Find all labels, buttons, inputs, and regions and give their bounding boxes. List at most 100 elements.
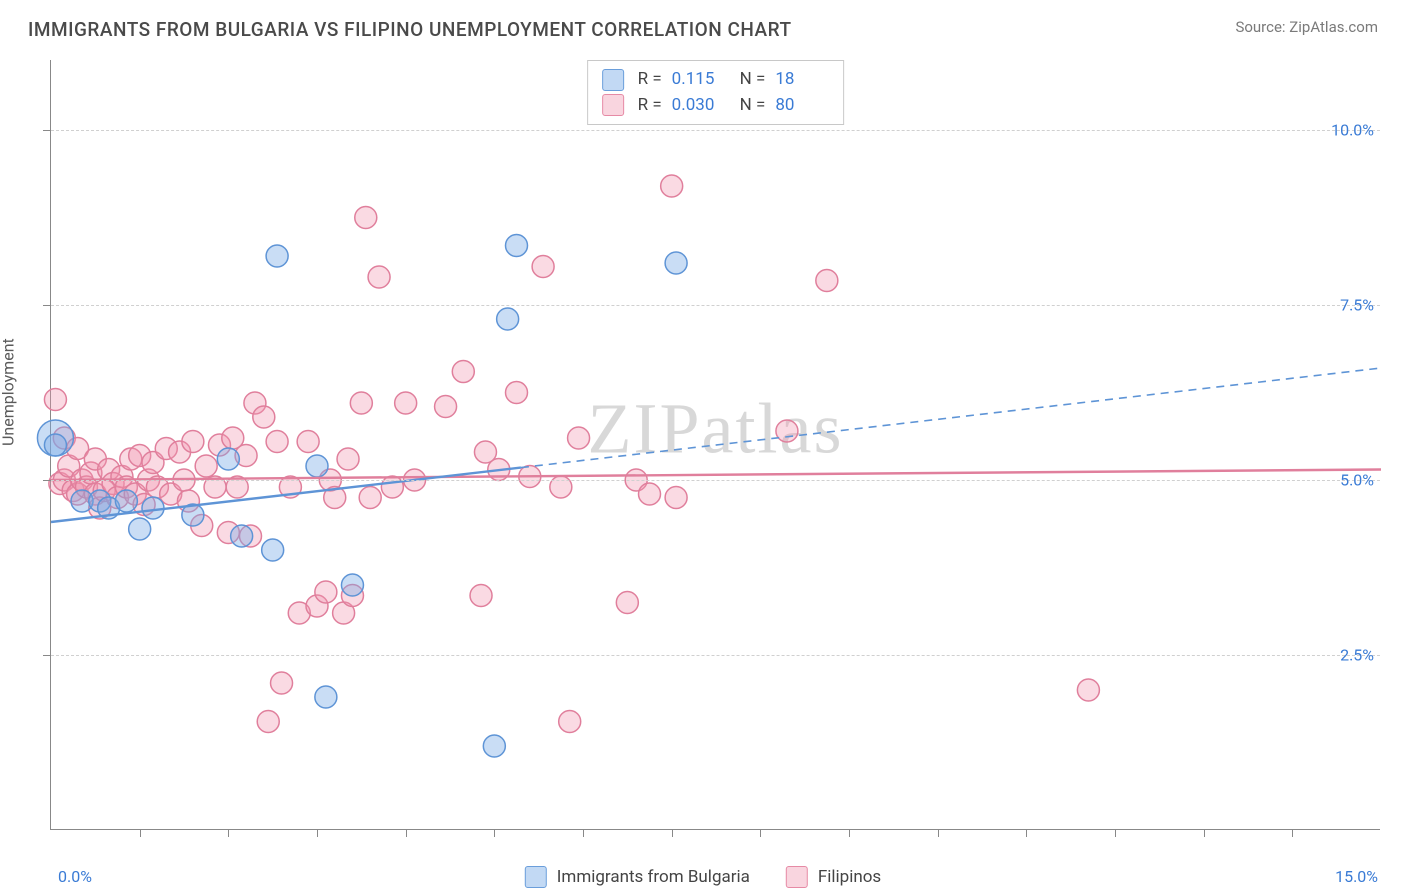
scatter-point-pink (195, 455, 217, 477)
r-label: R = (638, 93, 662, 119)
x-tick (1026, 829, 1027, 837)
legend-label: Immigrants from Bulgaria (557, 867, 750, 887)
y-tick (43, 305, 51, 306)
scatter-point-blue (217, 448, 239, 470)
y-tick-label: 7.5% (1340, 296, 1374, 315)
gridline-h (51, 305, 1380, 306)
scatter-point-pink (297, 431, 319, 453)
x-axis-end-label: 15.0% (1335, 867, 1378, 886)
x-tick (1115, 829, 1116, 837)
legend-item: Immigrants from Bulgaria (525, 866, 750, 888)
scatter-point-blue (497, 308, 519, 330)
scatter-point-pink (44, 389, 66, 411)
x-tick (760, 829, 761, 837)
scatter-point-pink (266, 431, 288, 453)
scatter-point-pink (776, 420, 798, 442)
y-tick-label: 10.0% (1331, 121, 1374, 140)
y-tick-label: 5.0% (1340, 471, 1374, 490)
n-value: 18 (775, 67, 829, 93)
scatter-point-blue (315, 686, 337, 708)
r-label: R = (638, 67, 662, 93)
legend-swatch (602, 69, 624, 91)
legend-item: Filipinos (786, 866, 881, 888)
x-tick (1292, 829, 1293, 837)
legend-swatch (786, 866, 808, 888)
legend-row: R = 0.115 N = 18 (602, 67, 830, 93)
x-tick (228, 829, 229, 837)
scatter-point-blue (262, 539, 284, 561)
x-tick (583, 829, 584, 837)
r-value: 0.030 (672, 93, 726, 119)
x-tick (1204, 829, 1205, 837)
scatter-point-pink (271, 672, 293, 694)
legend-label: Filipinos (818, 867, 881, 887)
trend-line-blue-dashed (521, 368, 1381, 468)
x-tick (140, 829, 141, 837)
scatter-point-pink (368, 266, 390, 288)
scatter-svg (51, 60, 1380, 829)
scatter-point-pink (253, 406, 275, 428)
source-prefix: Source: (1235, 18, 1289, 36)
x-tick (938, 829, 939, 837)
y-tick-label: 2.5% (1340, 646, 1374, 665)
scatter-point-pink (532, 256, 554, 278)
scatter-point-pink (816, 270, 838, 292)
scatter-point-pink (1077, 679, 1099, 701)
x-tick (406, 829, 407, 837)
scatter-point-pink (182, 431, 204, 453)
legend-swatch (525, 866, 547, 888)
n-label: N = (740, 93, 766, 119)
gridline-h (51, 480, 1380, 481)
y-tick (43, 130, 51, 131)
scatter-point-blue (115, 490, 137, 512)
chart-plot-area: ZIPatlas R = 0.115 N = 18 R = 0.030 N = … (50, 60, 1380, 830)
correlation-legend: R = 0.115 N = 18 R = 0.030 N = 80 (587, 60, 845, 125)
x-tick (494, 829, 495, 837)
scatter-point-pink (257, 711, 279, 733)
scatter-point-pink (568, 427, 590, 449)
scatter-point-pink (359, 487, 381, 509)
scatter-point-blue (129, 518, 151, 540)
scatter-point-pink (661, 175, 683, 197)
scatter-point-pink (506, 382, 528, 404)
x-tick (849, 829, 850, 837)
scatter-point-blue (306, 455, 328, 477)
y-axis-title: Unemployment (0, 338, 18, 446)
scatter-point-pink (350, 392, 372, 414)
y-tick (43, 480, 51, 481)
scatter-point-blue (231, 525, 253, 547)
scatter-point-blue (665, 252, 687, 274)
scatter-point-pink (435, 396, 457, 418)
legend-swatch (602, 94, 624, 116)
scatter-point-pink (315, 581, 337, 603)
x-tick (672, 829, 673, 837)
scatter-point-pink (616, 592, 638, 614)
scatter-point-blue (341, 574, 363, 596)
source-attribution: Source: ZipAtlas.com (1235, 18, 1378, 36)
y-tick (43, 655, 51, 656)
scatter-point-pink (337, 448, 359, 470)
scatter-point-blue (142, 497, 164, 519)
gridline-h (51, 655, 1380, 656)
n-value: 80 (775, 93, 829, 119)
scatter-point-pink (559, 711, 581, 733)
scatter-point-blue (266, 245, 288, 267)
scatter-point-pink (355, 207, 377, 229)
x-axis-start-label: 0.0% (58, 867, 92, 886)
source-name: ZipAtlas.com (1289, 18, 1378, 36)
scatter-point-pink (639, 483, 661, 505)
scatter-point-blue (483, 735, 505, 757)
x-tick (317, 829, 318, 837)
scatter-point-pink (665, 487, 687, 509)
series-legend: Immigrants from Bulgaria Filipinos (525, 866, 881, 888)
r-value: 0.115 (672, 67, 726, 93)
scatter-point-pink (452, 361, 474, 383)
n-label: N = (740, 67, 766, 93)
legend-row: R = 0.030 N = 80 (602, 93, 830, 119)
header-bar: IMMIGRANTS FROM BULGARIA VS FILIPINO UNE… (0, 0, 1406, 49)
chart-title: IMMIGRANTS FROM BULGARIA VS FILIPINO UNE… (28, 18, 792, 41)
scatter-point-pink (395, 392, 417, 414)
gridline-h (51, 130, 1380, 131)
scatter-point-blue (44, 434, 66, 456)
scatter-point-pink (470, 585, 492, 607)
